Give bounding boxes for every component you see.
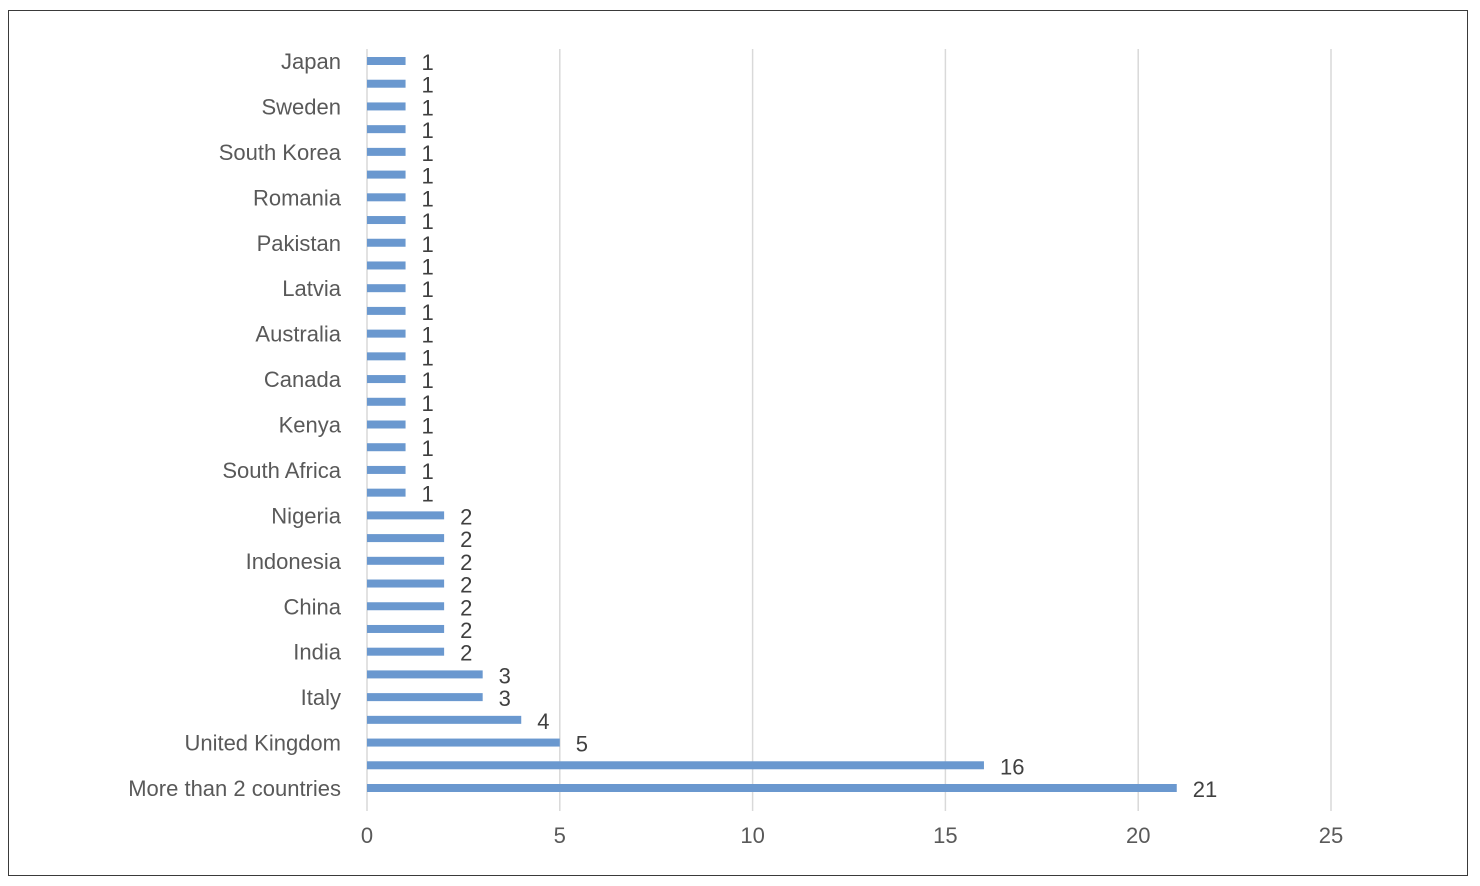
- bar: [367, 420, 406, 429]
- bar: [367, 624, 445, 633]
- category-label: Romania: [253, 185, 342, 210]
- bar: [367, 556, 445, 565]
- bar: [367, 443, 406, 452]
- bar-chart: Japan Sweden South Korea Romania Pakistan Lat…: [128, 49, 1343, 848]
- bar: [367, 465, 406, 474]
- bar: [367, 397, 406, 406]
- bar: [367, 511, 445, 520]
- bar: [367, 261, 406, 270]
- data-label: 1: [422, 95, 434, 120]
- data-label: 1: [422, 209, 434, 234]
- category-label: Kenya: [279, 413, 342, 438]
- bar: [367, 329, 406, 338]
- bar: [367, 738, 560, 747]
- category-label: More than 2 countries: [128, 776, 341, 801]
- data-label: 2: [460, 504, 472, 529]
- category-label: Canada: [264, 367, 342, 392]
- data-label: 1: [422, 73, 434, 98]
- data-label: 1: [422, 436, 434, 461]
- data-label: 1: [422, 254, 434, 279]
- x-tick-label: 0: [361, 823, 373, 848]
- data-label: 1: [422, 277, 434, 302]
- data-label: 2: [460, 573, 472, 598]
- bar: [367, 534, 445, 543]
- bar: [367, 147, 406, 156]
- data-label: 1: [422, 368, 434, 393]
- bar: [367, 715, 522, 724]
- data-label: 1: [422, 232, 434, 257]
- bar: [367, 193, 406, 202]
- data-label: 2: [460, 527, 472, 552]
- bar: [367, 647, 445, 656]
- data-label: 2: [460, 550, 472, 575]
- data-label: 1: [422, 391, 434, 416]
- bar: [367, 102, 406, 111]
- data-label: 1: [422, 164, 434, 189]
- category-label: Japan: [281, 49, 341, 74]
- x-tick-label: 20: [1126, 823, 1150, 848]
- bar: [367, 170, 406, 179]
- category-label: China: [284, 594, 342, 619]
- category-label: Sweden: [261, 94, 341, 119]
- data-label: 4: [537, 709, 549, 734]
- data-label: 1: [422, 50, 434, 75]
- bar: [367, 579, 445, 588]
- gridlines: [366, 49, 1332, 811]
- x-tick-label: 15: [933, 823, 957, 848]
- bar: [367, 352, 406, 361]
- category-label: Australia: [255, 322, 341, 347]
- category-label: Latvia: [282, 276, 341, 301]
- data-label: 1: [422, 459, 434, 484]
- data-label: 3: [499, 663, 511, 688]
- data-label: 1: [422, 300, 434, 325]
- data-label: 1: [422, 141, 434, 166]
- bar: [367, 57, 406, 65]
- bar: [367, 761, 984, 770]
- data-label: 1: [422, 345, 434, 370]
- bar: [367, 488, 406, 497]
- bars: [367, 57, 1177, 792]
- x-tick-label: 10: [740, 823, 764, 848]
- data-label: 1: [422, 186, 434, 211]
- bar: [367, 306, 406, 315]
- bar: [367, 693, 483, 702]
- data-label: 2: [460, 595, 472, 620]
- data-label: 2: [460, 641, 472, 666]
- bar: [367, 125, 406, 134]
- data-label: 1: [422, 482, 434, 507]
- bar: [367, 784, 1177, 792]
- bar: [367, 375, 406, 384]
- category-label: India: [293, 640, 341, 665]
- category-label: South Korea: [219, 140, 342, 165]
- chart-frame: Japan Sweden South Korea Romania Pakistan Lat…: [8, 10, 1468, 876]
- category-label: South Africa: [222, 458, 341, 483]
- data-label: 3: [499, 686, 511, 711]
- category-label: Nigeria: [271, 503, 341, 528]
- bar: [367, 670, 483, 679]
- data-label: 1: [422, 323, 434, 348]
- data-label: 1: [422, 414, 434, 439]
- data-label: 16: [1000, 754, 1024, 779]
- bar: [367, 284, 406, 293]
- bar: [367, 238, 406, 247]
- bar: [367, 216, 406, 225]
- data-label: 21: [1193, 777, 1217, 802]
- category-label: United Kingdom: [184, 731, 341, 756]
- data-label: 5: [576, 732, 588, 757]
- category-label: Pakistan: [257, 231, 341, 256]
- bar: [367, 79, 406, 88]
- x-tick-label: 5: [554, 823, 566, 848]
- category-labels: Japan Sweden South Korea Romania Pakistan Lat…: [128, 49, 342, 801]
- data-label: 1: [422, 118, 434, 143]
- category-label: Italy: [301, 685, 341, 710]
- bar: [367, 602, 445, 611]
- data-label: 2: [460, 618, 472, 643]
- category-label: Indonesia: [246, 549, 342, 574]
- x-tick-label: 25: [1319, 823, 1343, 848]
- x-tick-labels: 0 5 10 15 20 25: [361, 823, 1343, 848]
